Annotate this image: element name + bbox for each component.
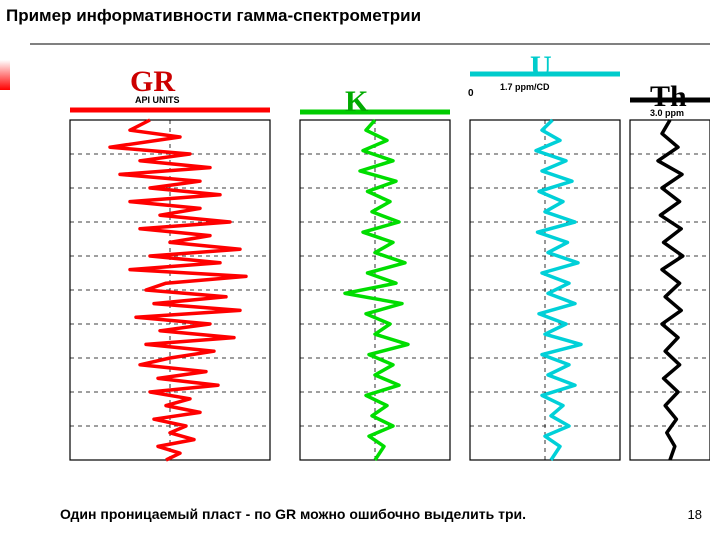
page-title: Пример информативности гамма-спектрометр… bbox=[6, 6, 421, 26]
track-sublabel-Th: 3.0 ppm bbox=[650, 108, 684, 118]
track-sublabel-U: 1.7 ppm/CD bbox=[500, 82, 550, 92]
scale-zero-label: 0 bbox=[468, 88, 474, 99]
well-log-chart: GRAPI UNITSKU1.7 ppm/CDTh3.0 ppm0 bbox=[10, 40, 710, 480]
track-label-U: U bbox=[530, 50, 552, 84]
track-label-K: K bbox=[345, 85, 368, 119]
page-number: 18 bbox=[688, 507, 702, 522]
caption-text: Один проницаемый пласт - по GR можно оши… bbox=[60, 506, 526, 522]
red-accent-bar bbox=[0, 60, 10, 90]
track-label-GR: GR bbox=[130, 65, 175, 99]
track-sublabel-GR: API UNITS bbox=[135, 95, 180, 105]
page-root: Пример информативности гамма-спектрометр… bbox=[0, 0, 720, 540]
